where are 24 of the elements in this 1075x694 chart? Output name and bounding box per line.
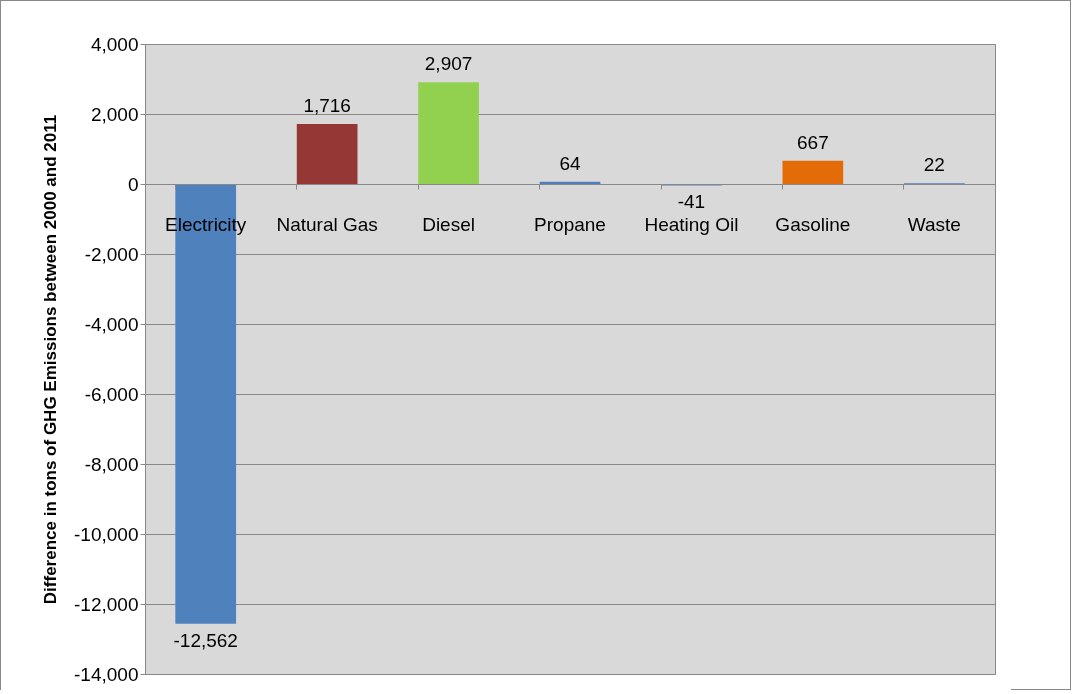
y-tick-label: -12,000 bbox=[74, 593, 139, 615]
data-label: 667 bbox=[797, 131, 829, 153]
y-tick-label: -8,000 bbox=[84, 453, 139, 475]
data-label: -41 bbox=[677, 191, 706, 213]
y-tick-label: 4,000 bbox=[90, 33, 139, 55]
data-label: 22 bbox=[923, 154, 945, 176]
y-tick-label: -2,000 bbox=[84, 243, 139, 265]
y-tick-label: -4,000 bbox=[84, 313, 139, 335]
x-tick-label: Diesel bbox=[422, 213, 475, 235]
x-tick-label: Heating Oil bbox=[644, 213, 739, 235]
y-tick-label: -14,000 bbox=[74, 663, 139, 685]
x-tick-label: Propane bbox=[534, 213, 606, 235]
data-label: -12,562 bbox=[173, 629, 238, 651]
x-tick-label: Waste bbox=[907, 213, 961, 235]
y-tick-label: -10,000 bbox=[74, 523, 139, 545]
data-label: 2,907 bbox=[424, 53, 473, 75]
y-axis-title: Difference in tons of GHG Emissions between 2000 and 2011 bbox=[41, 114, 61, 605]
x-tick-label: Gasoline bbox=[775, 213, 851, 235]
y-tick-label: 0 bbox=[127, 173, 139, 195]
y-tick-label: 2,000 bbox=[90, 103, 139, 125]
data-label: 64 bbox=[559, 152, 581, 174]
y-tick-label: -6,000 bbox=[84, 383, 139, 405]
data-label: 1,716 bbox=[303, 94, 351, 116]
x-tick-label: Natural Gas bbox=[276, 213, 378, 235]
